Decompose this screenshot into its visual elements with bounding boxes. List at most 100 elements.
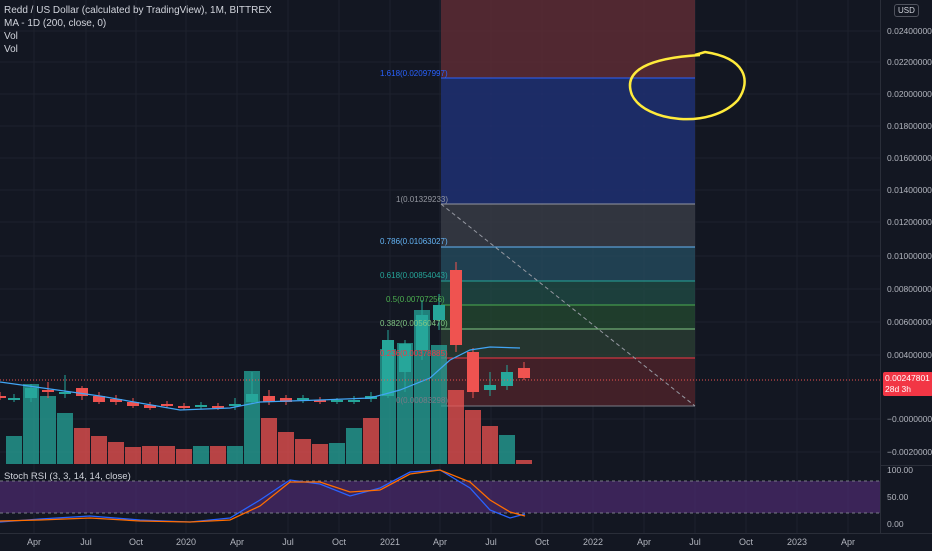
time-label: Jul (282, 537, 294, 547)
last-price-value: 0.00247801 (885, 373, 930, 383)
candle-body (416, 315, 428, 350)
candle-body (144, 405, 156, 408)
volume-bar (312, 444, 328, 464)
candle-body (161, 404, 173, 406)
candle-body (331, 400, 343, 402)
price-tick: 0.00800000 (887, 284, 932, 294)
volume-bar (329, 443, 345, 464)
time-label: Apr (636, 537, 652, 547)
time-label: Oct (534, 537, 550, 547)
stoch-rsi-legend[interactable]: Stoch RSI (3, 3, 14, 14, close) (4, 471, 131, 482)
time-axis[interactable]: Apr Jul Oct 2020 Apr Jul Oct 2021 Apr Ju… (0, 533, 932, 551)
volume-bar (516, 460, 532, 464)
volume-bar (465, 410, 481, 464)
price-tick: 0.00600000 (887, 317, 932, 327)
candle-body (0, 396, 6, 398)
time-label: Jul (485, 537, 497, 547)
volume-indicator-label-2[interactable]: Vol (4, 44, 18, 55)
candle-body (399, 344, 411, 372)
time-label: Apr (229, 537, 245, 547)
candle-body (93, 396, 105, 402)
candle-body (127, 402, 139, 406)
volume-bar (210, 446, 226, 464)
fib-zone-1618 (441, 78, 695, 204)
bar-countdown: 28d 3h (885, 384, 911, 394)
hand-drawn-circle-annotation (628, 50, 746, 121)
fib-label-0618: 0.618(0.00854043) (380, 271, 448, 280)
price-tick: −0.00000000 (887, 414, 932, 424)
fib-zone-05 (441, 305, 695, 329)
chart-legend: Redd / US Dollar (calculated by TradingV… (4, 4, 272, 56)
candle-body (76, 388, 88, 396)
time-label: Oct (738, 537, 754, 547)
symbol-title[interactable]: Redd / US Dollar (calculated by TradingV… (4, 5, 272, 16)
price-axis[interactable]: USD 0.02400000 0.02200000 0.02000000 0.0… (880, 0, 932, 465)
time-label: 2021 (379, 537, 401, 547)
candle-body (348, 400, 360, 402)
volume-bar (91, 436, 107, 464)
volume-bar (397, 343, 413, 464)
time-label: 2020 (175, 537, 197, 547)
fib-zone-0786 (441, 247, 695, 281)
time-label: Oct (331, 537, 347, 547)
fib-zone-0382 (441, 329, 695, 358)
candle-body (297, 398, 309, 400)
candle-body (501, 372, 513, 386)
volume-bar (227, 446, 243, 464)
stoch-rsi-d-line (0, 469, 526, 523)
candle-body (110, 399, 122, 402)
volume-bar (108, 442, 124, 464)
price-tick: −0.00200000 (887, 447, 932, 457)
fib-zone-0236 (441, 358, 695, 406)
rsi-band (0, 481, 880, 513)
volume-bar (363, 418, 379, 464)
fib-label-0236: 0.236(0.00378885) (380, 349, 448, 358)
price-tick: 0.02200000 (887, 57, 932, 67)
rsi-axis[interactable]: 100.00 50.00 0.00 (880, 465, 932, 534)
candle-body (212, 406, 224, 408)
candle-body (450, 270, 462, 345)
fib-label-05: 0.5(0.00707256) (386, 295, 445, 304)
fib-label-0: 0(0.00083298) (396, 396, 449, 405)
volume-bar (295, 439, 311, 464)
fib-label-1: 1(0.01329233) (396, 195, 449, 204)
time-label: 2022 (582, 537, 604, 547)
fib-zone-top (441, 0, 695, 78)
candle-body (263, 396, 275, 402)
fib-label-1618: 1.618(0.02097997) (380, 69, 448, 78)
volume-indicator-label[interactable]: Vol (4, 31, 18, 42)
candle-body (484, 385, 496, 390)
currency-badge[interactable]: USD (894, 4, 919, 17)
rsi-tick: 100.00 (887, 465, 913, 475)
candle-body (25, 388, 37, 398)
moving-average-line (0, 346, 521, 411)
time-label: Jul (80, 537, 92, 547)
price-tick: 0.01200000 (887, 217, 932, 227)
ma-indicator-label[interactable]: MA - 1D (200, close, 0) (4, 18, 107, 29)
volume-bar (278, 432, 294, 464)
volume-bar (482, 426, 498, 464)
last-price-label: 0.00247801 28d 3h (883, 372, 932, 396)
volume-bar (125, 447, 141, 464)
candle-body (280, 398, 292, 402)
candle-body (178, 406, 190, 408)
volume-bar (431, 345, 447, 464)
volume-bar (193, 446, 209, 464)
candle-body (467, 352, 479, 392)
volume-bar (6, 436, 22, 464)
fib-trend-line (440, 203, 696, 407)
candle-body (229, 404, 241, 406)
time-label: Jul (689, 537, 701, 547)
rsi-tick: 50.00 (887, 492, 909, 502)
volume-bar (159, 446, 175, 464)
volume-bar (499, 435, 515, 464)
price-tick: 0.01600000 (887, 153, 932, 163)
time-label: Apr (432, 537, 448, 547)
candle-body (518, 368, 530, 378)
volume-bar (40, 396, 56, 464)
volume-bar (261, 418, 277, 464)
candle-body (382, 340, 394, 396)
fib-zone-0618 (441, 281, 695, 305)
price-tick: 0.00400000 (887, 350, 932, 360)
